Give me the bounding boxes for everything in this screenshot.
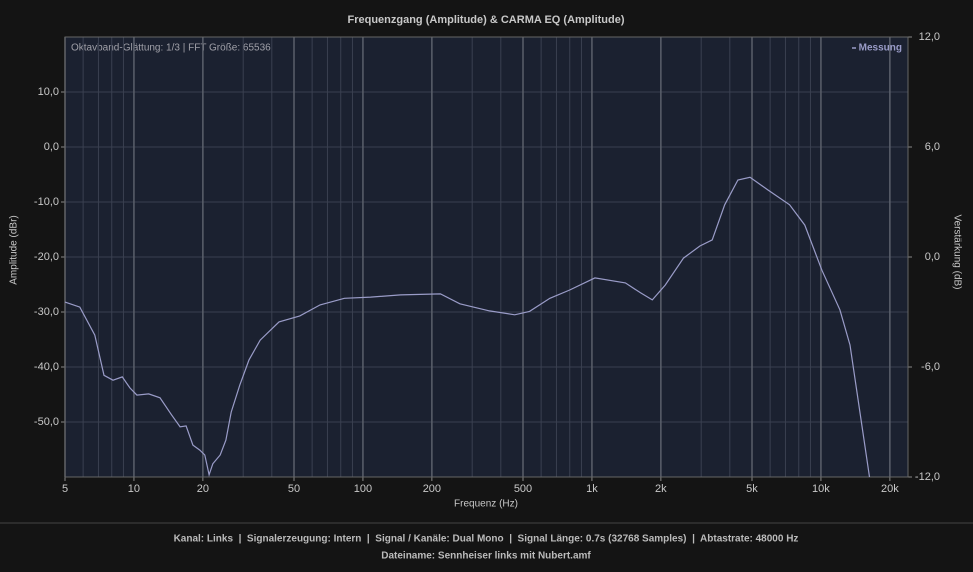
y2-axis-label: Verstärkung (dB)	[951, 214, 962, 289]
x-tick-label: 100	[354, 483, 372, 495]
x-tick-label: 5	[62, 483, 68, 495]
x-tick-label: 200	[423, 483, 441, 495]
x-tick-label: 500	[514, 483, 532, 495]
x-tick-label: 50	[288, 483, 300, 495]
y2-tick-label: -12,0	[915, 471, 940, 483]
y2-tick-label: 0,0	[925, 251, 940, 263]
x-tick-label: 5k	[746, 483, 758, 495]
chart-title: Frequenzgang (Amplitude) & CARMA EQ (Amp…	[347, 14, 624, 26]
footer-filename: Dateiname: Sennheiser links mit Nubert.a…	[381, 551, 591, 562]
y2-tick-label: 6,0	[925, 141, 940, 153]
y-tick-label: -40,0	[34, 361, 59, 373]
x-axis-label: Frequenz (Hz)	[454, 499, 518, 510]
y-tick-label: -10,0	[34, 196, 59, 208]
x-tick-label: 20	[197, 483, 209, 495]
x-tick-label: 20k	[881, 483, 899, 495]
x-tick-label: 1k	[586, 483, 598, 495]
annotation: Oktavband-Glättung: 1/3 | FFT Größe: 655…	[71, 43, 271, 54]
y-axis-label: Amplitude (dBr)	[9, 215, 20, 284]
y2-tick-label: -6,0	[921, 361, 940, 373]
y2-tick-label: 12,0	[919, 31, 940, 43]
legend-entry: Messung	[859, 43, 902, 54]
plot-border	[64, 36, 909, 478]
footer-info: Kanal: Links | Signalerzeugung: Intern |…	[174, 534, 799, 545]
x-tick-label: 10	[128, 483, 140, 495]
data-line	[64, 176, 871, 478]
x-tick-label: 2k	[655, 483, 667, 495]
y-tick-label: -30,0	[34, 306, 59, 318]
y-tick-label: 10,0	[38, 86, 59, 98]
y-tick-label: -50,0	[34, 416, 59, 428]
y-tick-label: -20,0	[34, 251, 59, 263]
y-tick-label: 0,0	[44, 141, 59, 153]
x-tick-label: 10k	[812, 483, 830, 495]
